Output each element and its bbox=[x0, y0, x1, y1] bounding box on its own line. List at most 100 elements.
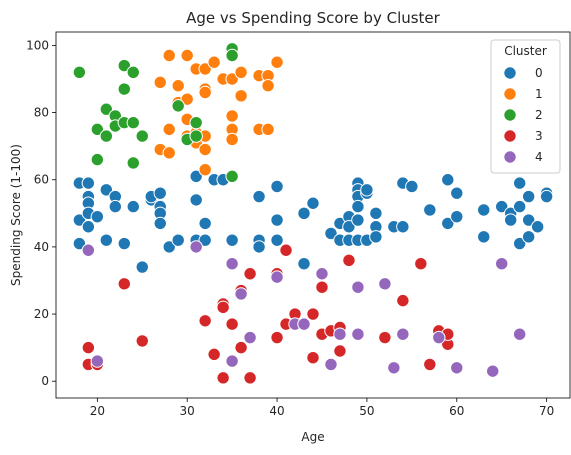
legend-marker bbox=[503, 129, 517, 143]
data-point bbox=[270, 330, 284, 345]
data-point bbox=[243, 267, 257, 281]
x-tick-label: 70 bbox=[539, 404, 554, 418]
data-point bbox=[81, 220, 96, 234]
data-point bbox=[81, 243, 96, 257]
data-point bbox=[441, 216, 455, 231]
x-axis-ticks: 20 30 40 50 60 70 bbox=[90, 398, 554, 418]
data-point bbox=[135, 260, 149, 274]
data-point bbox=[270, 233, 284, 247]
data-point bbox=[530, 220, 545, 234]
data-point bbox=[198, 233, 212, 247]
data-point bbox=[189, 169, 203, 184]
data-point bbox=[234, 287, 248, 301]
data-point bbox=[225, 256, 239, 271]
data-point bbox=[198, 142, 212, 157]
y-tick-label: 20 bbox=[34, 307, 49, 321]
data-point bbox=[162, 122, 176, 137]
x-tick-label: 30 bbox=[180, 404, 195, 418]
data-point bbox=[207, 347, 221, 362]
data-point bbox=[180, 48, 194, 63]
data-point bbox=[153, 216, 167, 231]
data-point bbox=[171, 233, 185, 247]
data-point bbox=[315, 280, 329, 294]
data-point bbox=[279, 243, 293, 257]
data-point bbox=[396, 327, 410, 341]
data-point bbox=[512, 327, 527, 341]
data-point bbox=[270, 55, 284, 69]
y-tick-label: 0 bbox=[41, 374, 49, 388]
data-point bbox=[405, 179, 419, 194]
legend-label: 0 bbox=[535, 66, 543, 80]
x-tick-label: 40 bbox=[269, 404, 284, 418]
data-point bbox=[243, 330, 257, 345]
data-point bbox=[216, 300, 230, 315]
data-point bbox=[171, 79, 185, 93]
data-point bbox=[503, 213, 518, 227]
data-point bbox=[198, 62, 212, 76]
data-point bbox=[126, 65, 140, 79]
data-point bbox=[72, 236, 87, 251]
data-point bbox=[297, 317, 311, 331]
data-point bbox=[261, 122, 275, 137]
data-point bbox=[414, 256, 428, 271]
legend-marker bbox=[503, 87, 517, 101]
data-point bbox=[126, 156, 140, 170]
data-point bbox=[297, 256, 311, 271]
data-point bbox=[162, 240, 176, 254]
data-point bbox=[216, 371, 230, 385]
data-point bbox=[225, 72, 239, 86]
legend-box bbox=[490, 39, 561, 174]
data-point bbox=[495, 199, 509, 214]
data-point bbox=[117, 236, 131, 251]
plot-frame bbox=[55, 31, 571, 399]
data-point bbox=[135, 129, 149, 143]
data-point bbox=[369, 230, 383, 244]
data-point bbox=[396, 220, 410, 234]
data-point bbox=[450, 361, 464, 375]
data-point bbox=[378, 330, 392, 345]
legend: Cluster 0 1 2 3 4 bbox=[490, 39, 561, 174]
data-point bbox=[351, 280, 365, 294]
data-point bbox=[333, 327, 347, 341]
y-tick-label: 80 bbox=[34, 106, 49, 120]
chart-title: Age vs Spending Score by Cluster bbox=[186, 9, 441, 27]
data-point bbox=[297, 206, 311, 221]
data-point bbox=[162, 146, 176, 160]
data-point bbox=[189, 193, 203, 207]
data-point bbox=[225, 132, 239, 147]
data-point bbox=[252, 189, 266, 204]
legend-item-4: 4 bbox=[503, 150, 543, 164]
data-point bbox=[117, 277, 131, 291]
data-point bbox=[477, 230, 491, 244]
legend-label: 2 bbox=[535, 108, 543, 122]
data-point bbox=[234, 340, 248, 355]
data-point bbox=[225, 48, 239, 63]
series-4 bbox=[81, 240, 527, 378]
x-axis-label: Age bbox=[301, 430, 324, 444]
legend-label: 3 bbox=[535, 129, 543, 143]
legend-item-2: 2 bbox=[503, 108, 543, 122]
y-tick-label: 100 bbox=[26, 38, 49, 52]
data-point bbox=[333, 344, 347, 358]
data-point bbox=[99, 183, 114, 197]
data-point bbox=[72, 65, 87, 79]
data-point bbox=[360, 183, 374, 197]
data-point bbox=[225, 233, 239, 247]
data-point bbox=[90, 354, 105, 368]
data-point bbox=[81, 176, 96, 190]
data-point bbox=[81, 340, 96, 355]
data-point bbox=[270, 213, 284, 227]
data-point bbox=[153, 186, 167, 200]
data-point bbox=[234, 65, 248, 79]
data-point bbox=[225, 109, 239, 123]
data-point bbox=[243, 371, 257, 385]
data-point bbox=[189, 240, 203, 254]
data-point bbox=[486, 364, 500, 378]
data-point bbox=[126, 115, 140, 130]
data-point bbox=[423, 203, 437, 217]
data-point bbox=[180, 92, 194, 106]
x-tick-label: 20 bbox=[90, 404, 105, 418]
legend-item-1: 1 bbox=[503, 87, 543, 101]
